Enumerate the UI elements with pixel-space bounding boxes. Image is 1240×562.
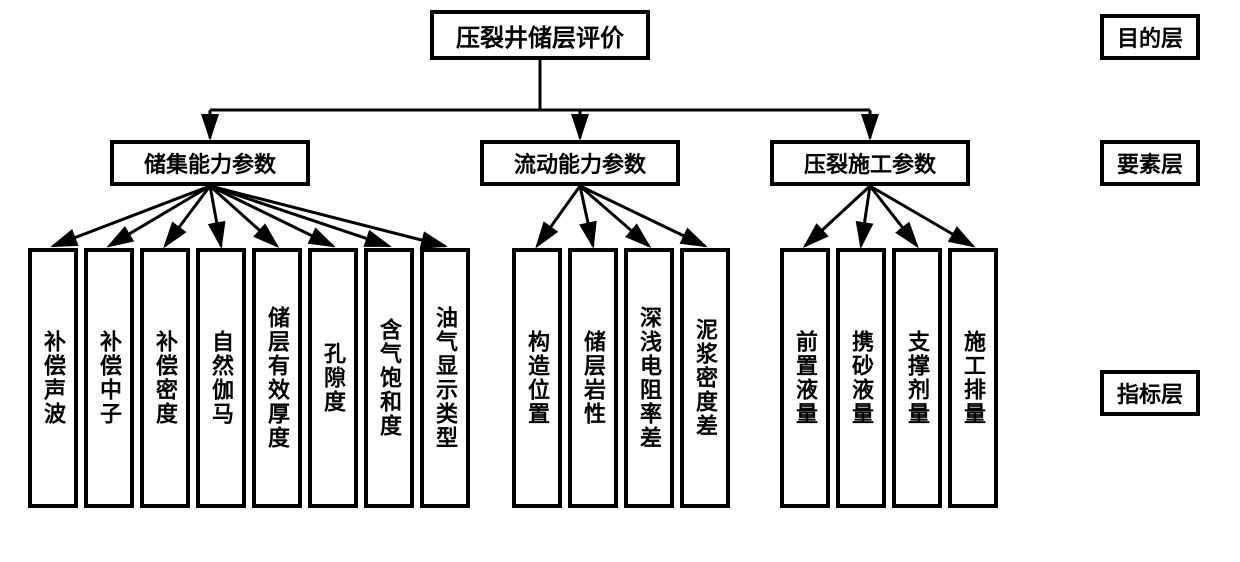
indicator-node: 深浅电阻率差 [624,248,674,508]
indicator-node: 补偿密度 [140,248,190,508]
side-label-factor: 要素层 [1100,140,1200,186]
indicator-node: 前置液量 [780,248,830,508]
indicator-node: 补偿声波 [28,248,78,508]
indicator-label: 补偿密度 [149,330,181,426]
indicator-node: 构造位置 [512,248,562,508]
indicator-node: 储层岩性 [568,248,618,508]
indicator-label: 含气饱和度 [373,318,405,438]
indicator-label: 储层岩性 [577,330,609,426]
side-label-goal: 目的层 [1100,14,1200,60]
indicator-node: 含气饱和度 [364,248,414,508]
indicator-label: 补偿声波 [37,330,69,426]
indicator-label: 前置液量 [789,330,821,426]
indicator-label: 油气显示类型 [429,306,461,450]
indicator-label: 施工排量 [957,330,989,426]
side-label-index-text: 指标层 [1117,377,1183,409]
factor-label: 压裂施工参数 [804,147,936,179]
indicator-label: 储层有效厚度 [261,306,293,450]
side-label-factor-text: 要素层 [1117,147,1183,179]
factor-label: 流动能力参数 [514,147,646,179]
indicator-label: 自然伽马 [205,330,237,426]
indicator-label: 泥浆密度差 [689,318,721,438]
indicator-label: 孔隙度 [317,342,349,414]
factor-node-f1: 储集能力参数 [110,140,310,186]
indicator-node: 油气显示类型 [420,248,470,508]
indicator-node: 储层有效厚度 [252,248,302,508]
indicator-node: 自然伽马 [196,248,246,508]
indicator-label: 构造位置 [521,330,553,426]
indicator-label: 深浅电阻率差 [633,306,665,450]
indicator-node: 支撑剂量 [892,248,942,508]
root-label: 压裂井储层评价 [456,18,624,53]
side-label-goal-text: 目的层 [1117,21,1183,53]
root-node: 压裂井储层评价 [430,10,650,60]
indicator-node: 补偿中子 [84,248,134,508]
indicator-node: 施工排量 [948,248,998,508]
indicator-label: 支撑剂量 [901,330,933,426]
indicator-node: 泥浆密度差 [680,248,730,508]
factor-label: 储集能力参数 [144,147,276,179]
indicator-label: 携砂液量 [845,330,877,426]
indicator-node: 携砂液量 [836,248,886,508]
indicator-node: 孔隙度 [308,248,358,508]
factor-node-f2: 流动能力参数 [480,140,680,186]
indicator-label: 补偿中子 [93,330,125,426]
side-label-index: 指标层 [1100,370,1200,416]
factor-node-f3: 压裂施工参数 [770,140,970,186]
